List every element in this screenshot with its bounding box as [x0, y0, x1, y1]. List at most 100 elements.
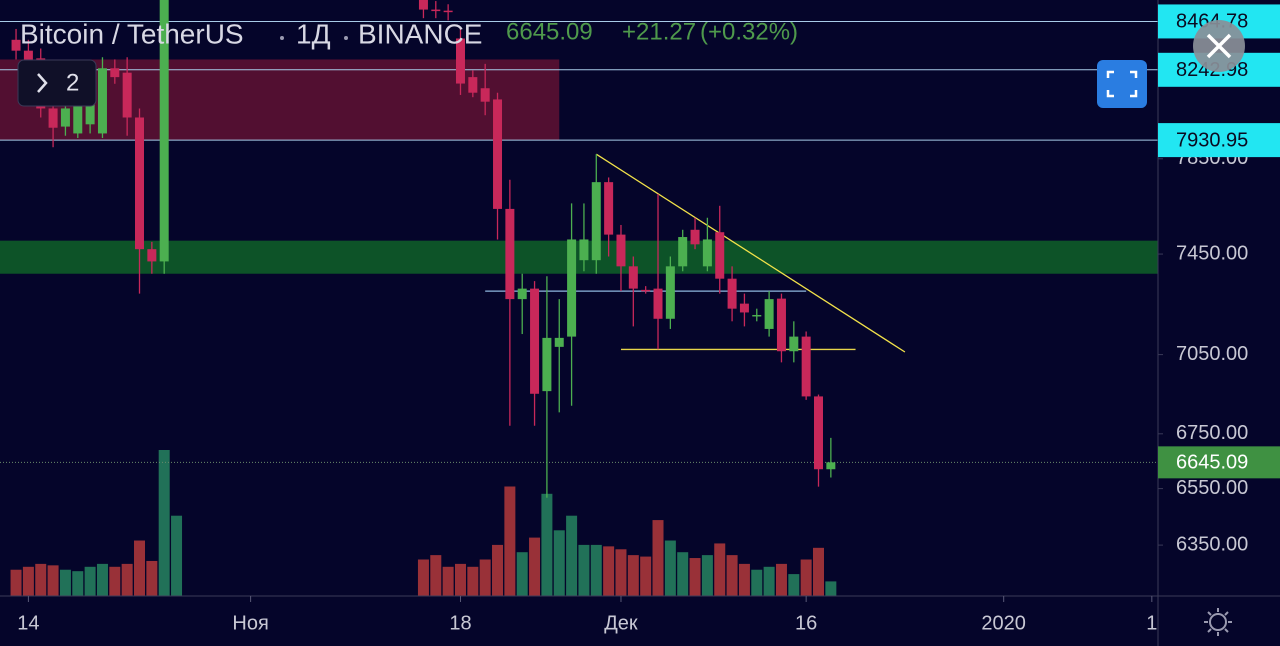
- candle-body: [567, 239, 577, 337]
- volume-bar: [504, 486, 516, 596]
- volume-bar: [492, 544, 504, 596]
- y-tick-label: 7050.00: [1176, 343, 1248, 365]
- x-tick-label: Дек: [604, 612, 638, 634]
- candle-body: [752, 314, 762, 317]
- volume-bar: [454, 563, 466, 596]
- settings-button[interactable]: [1204, 608, 1232, 636]
- volume-bar: [146, 560, 158, 596]
- close-icon: [1206, 33, 1232, 59]
- candle-body: [789, 336, 799, 352]
- candle-body: [554, 337, 564, 347]
- y-tick-label: 6350.00: [1176, 533, 1248, 555]
- volume-bar: [566, 515, 578, 596]
- candle-body: [764, 299, 774, 329]
- volume-bar: [788, 574, 800, 596]
- last-price-label-bg: [1158, 446, 1280, 479]
- volume-bar: [516, 552, 528, 596]
- volume-bar: [10, 569, 22, 596]
- volume-bar: [652, 520, 664, 596]
- gear-icon[interactable]: [1209, 613, 1227, 631]
- chevron: [37, 73, 48, 93]
- price-label: 7930.95: [1176, 129, 1248, 151]
- separator: [280, 36, 284, 40]
- candle-body: [727, 278, 737, 309]
- volume-bar: [529, 537, 541, 596]
- volume-bar: [775, 563, 787, 596]
- candle-body: [159, 0, 169, 262]
- volume-bar: [541, 493, 553, 596]
- candle-body: [147, 249, 157, 262]
- volume-bar: [714, 543, 726, 596]
- exchange: BINANCE: [358, 18, 482, 49]
- candle-body: [455, 38, 465, 84]
- volume-bar: [603, 546, 615, 596]
- volume-bar: [479, 559, 491, 596]
- candle-body: [443, 10, 453, 13]
- volume-bar: [134, 540, 146, 596]
- candle-body: [776, 298, 786, 352]
- y-tick-label: 7450.00: [1176, 242, 1248, 264]
- volume-bar: [121, 563, 133, 596]
- volume-bar: [751, 569, 763, 596]
- candle-body: [814, 396, 824, 470]
- volume-bar: [689, 558, 701, 596]
- candle-body: [690, 229, 700, 245]
- volume-bar: [726, 555, 738, 596]
- candle-body: [517, 288, 527, 300]
- candle-body: [505, 208, 515, 300]
- last-price-label: 6645.09: [1176, 452, 1248, 474]
- volume-bar: [158, 450, 170, 596]
- candle-body: [11, 39, 21, 51]
- volume-bar: [813, 547, 825, 596]
- volume-bar: [627, 555, 639, 596]
- x-tick-label: 1: [1146, 612, 1157, 634]
- candle-body: [468, 77, 478, 93]
- candle-body: [641, 289, 651, 292]
- trendline: [595, 153, 906, 353]
- candle-body: [493, 99, 503, 209]
- toggle-box[interactable]: [17, 59, 97, 107]
- candle-body: [480, 88, 490, 102]
- volume-bar: [96, 563, 108, 596]
- candle-body: [665, 266, 675, 319]
- volume-bar: [430, 555, 442, 596]
- volume-bar: [35, 563, 47, 596]
- volume-bar: [578, 544, 590, 596]
- x-tick-label: 16: [795, 612, 817, 634]
- fullscreen-bg[interactable]: [1097, 60, 1147, 108]
- candle-body: [826, 462, 836, 470]
- volume-bar: [467, 566, 479, 596]
- candle-body: [628, 266, 638, 289]
- candle-body: [122, 72, 132, 118]
- volume-bar: [701, 555, 713, 596]
- header: Bitcoin / TetherUS 1Д BINANCE 6645.09 +2…: [20, 18, 798, 49]
- change-percent: (+0.32%): [700, 18, 798, 45]
- candle-body: [715, 232, 725, 279]
- x-tick-label: Ноя: [232, 612, 268, 634]
- volume-bar: [590, 544, 602, 596]
- volume-bar: [109, 566, 121, 596]
- volume-bar: [664, 540, 676, 596]
- indicators-toggle[interactable]: 2: [17, 59, 97, 107]
- fullscreen-icon: [1106, 70, 1138, 98]
- change: +21.27: [622, 18, 696, 45]
- volume-bar: [59, 569, 71, 596]
- close-button[interactable]: [1193, 20, 1245, 72]
- volume-bar: [417, 559, 429, 596]
- x-tick-label: 2020: [981, 612, 1026, 634]
- candle-body: [801, 336, 811, 397]
- interval: 1Д: [296, 18, 331, 49]
- zone: [0, 240, 1158, 274]
- fullscreen-button[interactable]: [1097, 60, 1147, 108]
- candle-body: [48, 108, 58, 128]
- volume-bar: [553, 530, 565, 596]
- candle-body: [23, 50, 33, 62]
- volume-bar: [640, 556, 652, 596]
- plot-area: [0, 0, 1158, 596]
- symbol-title: Bitcoin / TetherUS: [20, 18, 244, 49]
- volume-bar: [72, 571, 84, 596]
- candle-body: [702, 239, 712, 267]
- candle-body: [542, 337, 552, 392]
- candle-body: [678, 237, 688, 267]
